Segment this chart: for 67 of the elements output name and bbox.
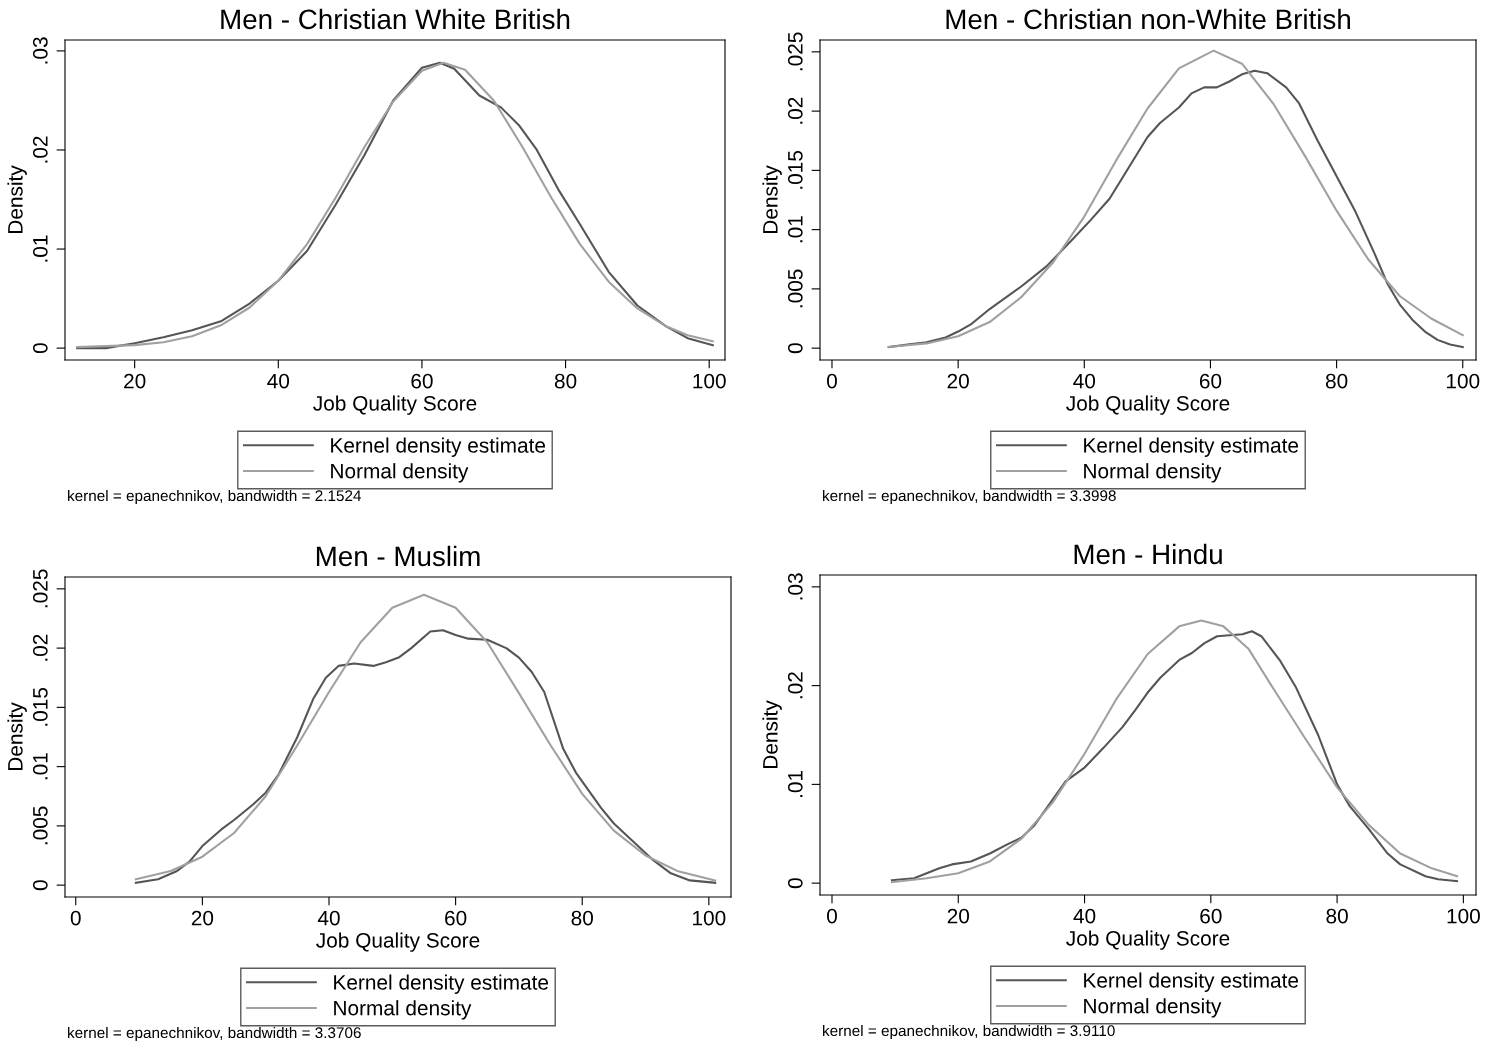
x-tick-label: 80 (1325, 373, 1348, 389)
x-tick-label: 80 (571, 910, 593, 926)
y-tick-label: .02 (787, 672, 803, 699)
y-tick-label: .01 (787, 216, 803, 243)
legend-label: Normal density (334, 1000, 472, 1020)
legend-label: Kernel density estimate (334, 974, 549, 994)
x-tick-label: 40 (1073, 908, 1096, 924)
x-tick-label: 60 (445, 910, 467, 926)
x-tick-label: 40 (267, 373, 290, 389)
y-axis-title: Density (762, 700, 782, 769)
legend-label: Normal density (331, 463, 469, 483)
y-tick-label: .02 (32, 136, 48, 163)
text: kernel = epanechnikov, bandwidth = 3.3706 (68, 1026, 361, 1042)
chart-title: Men - Hindu (1074, 543, 1222, 565)
legend-label: Kernel density estimate (331, 437, 546, 457)
x-tick-label: 20 (191, 910, 214, 926)
x-tick-label: 80 (1326, 908, 1348, 924)
y-tick-label: 0 (32, 343, 48, 354)
x-tick-label: 0 (827, 373, 837, 389)
y-tick-label: 0 (787, 343, 803, 354)
x-axis-title: Job Quality Score (313, 395, 477, 415)
chart-title: Men - Christian White British (221, 8, 570, 30)
legend-label: Normal density (1084, 463, 1222, 483)
legend-label: Kernel density estimate (1084, 972, 1299, 992)
y-tick-label: .02 (32, 634, 48, 661)
x-tick-label: 60 (1200, 908, 1222, 924)
x-tick-label: 0 (827, 908, 837, 924)
x-tick-label: 100 (1447, 908, 1480, 924)
legend-label: Kernel density estimate (1084, 437, 1299, 457)
text: kernel = epanechnikov, bandwidth = 3.3998 (823, 489, 1116, 505)
text: kernel = epanechnikov, bandwidth = 2.1524 (68, 489, 362, 505)
text: kernel = epanechnikov, bandwidth = 3.9110 (823, 1024, 1115, 1040)
y-tick-label: .005 (32, 806, 48, 845)
x-tick-label: 40 (317, 910, 340, 926)
y-axis-title: Density (7, 165, 27, 234)
x-tick-label: 60 (411, 373, 433, 389)
y-tick-label: 0 (32, 880, 48, 891)
y-tick-label: .025 (787, 32, 803, 71)
x-tick-label: 60 (1199, 373, 1222, 389)
x-axis-title: Job Quality Score (316, 932, 480, 952)
x-tick-label: 100 (693, 910, 726, 926)
y-tick-label: .015 (787, 150, 803, 189)
y-tick-label: .01 (787, 770, 803, 797)
x-tick-label: 40 (1073, 373, 1096, 389)
y-tick-label: .03 (787, 573, 803, 600)
chart-title: Men - Christian non-White British (946, 8, 1350, 30)
x-tick-label: 20 (947, 908, 970, 924)
y-tick-label: .02 (787, 97, 803, 124)
legend-label: Normal density (1084, 998, 1222, 1018)
x-tick-label: 0 (70, 910, 81, 926)
x-axis-title: Job Quality Score (1066, 395, 1230, 415)
y-tick-label: .025 (32, 569, 48, 608)
y-tick-label: .03 (32, 37, 48, 64)
x-tick-label: 100 (693, 373, 726, 389)
x-axis-title: Job Quality Score (1066, 930, 1230, 950)
y-tick-label: .01 (32, 753, 48, 780)
y-axis-title: Density (762, 165, 782, 234)
y-tick-label: .015 (32, 687, 48, 726)
x-tick-label: 20 (124, 373, 146, 389)
y-axis-title: Density (7, 702, 27, 771)
x-tick-label: 20 (947, 373, 969, 389)
y-tick-label: .005 (787, 269, 803, 308)
x-tick-label: 100 (1446, 373, 1480, 389)
y-tick-label: 0 (787, 878, 803, 889)
x-tick-label: 80 (554, 373, 577, 389)
y-tick-label: .01 (32, 235, 48, 262)
chart-title: Men - Muslim (316, 545, 480, 567)
